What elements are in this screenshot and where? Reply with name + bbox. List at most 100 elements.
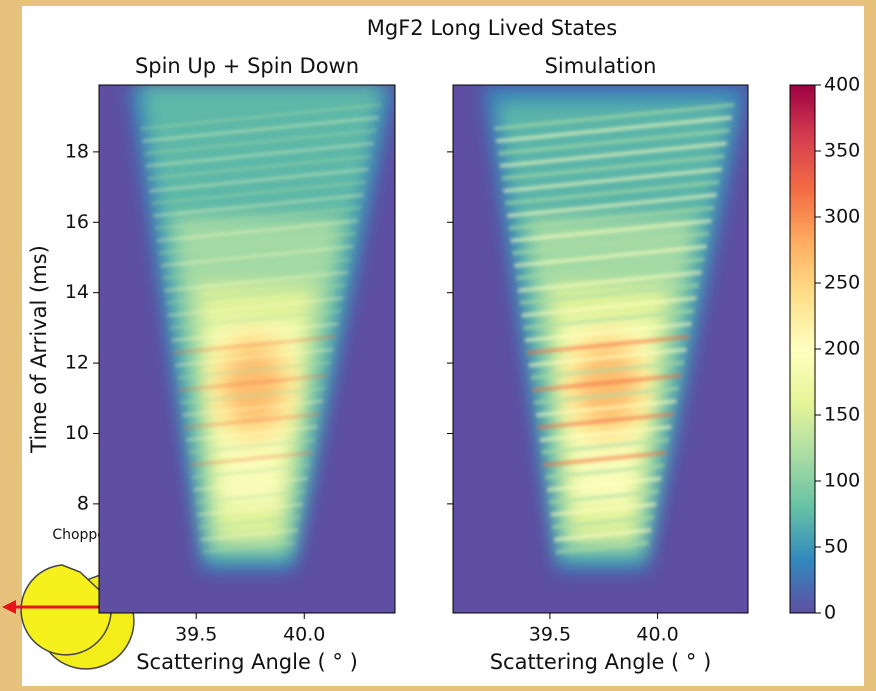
colorbar-tick-label: 300 [824, 206, 860, 228]
heat-stripe [180, 386, 326, 405]
heat-stripe [537, 412, 675, 430]
heat-stripe [184, 412, 321, 430]
plot-frame [98, 84, 396, 614]
heat-stripe [496, 115, 733, 144]
heat-stripe [165, 283, 347, 305]
heat-stripe [530, 360, 685, 380]
heat-stripe [154, 206, 362, 230]
heat-stripe [510, 218, 712, 243]
colorbar-tick-label: 150 [824, 404, 860, 426]
heat-stripe [514, 244, 707, 268]
heat-stripe [517, 270, 702, 293]
heat-stripe [548, 489, 659, 505]
heat-stripe [535, 399, 677, 418]
heat-stripe [523, 308, 695, 330]
heat-stripe [149, 167, 369, 193]
heat-stripe [521, 296, 697, 318]
x-tick-label: 40.0 [283, 624, 325, 646]
heat-stripe [144, 128, 377, 156]
heat-stripe [552, 515, 654, 530]
heat-stripe [173, 335, 336, 355]
heat-stripe [198, 515, 301, 529]
heat-stripe [182, 399, 324, 417]
heat-stripe [532, 373, 682, 393]
heat-stripe [499, 141, 727, 169]
heat-stripe [202, 541, 296, 554]
heat-stripe [554, 528, 652, 542]
heat-stripe [550, 502, 657, 517]
heat-stripe [512, 231, 710, 256]
heat-stripe [193, 476, 309, 492]
heat-stripe [185, 425, 319, 442]
annotation: Chopper [52, 527, 112, 543]
plot-frame [452, 84, 749, 614]
heat-stripe [158, 232, 357, 255]
colorbar-tick-label: 350 [824, 140, 860, 162]
heat-stripe [162, 257, 352, 280]
heat-stripe [174, 348, 334, 367]
heat-stripe [178, 373, 329, 392]
heat-stripe [167, 296, 344, 318]
heat-stripe [519, 283, 700, 306]
heat-stripe [194, 489, 306, 504]
heat-stripe [494, 102, 735, 131]
heatmap-image [99, 85, 395, 613]
heat-stripe [503, 167, 722, 193]
heat-stripe [508, 205, 715, 231]
heat-stripe [525, 321, 692, 343]
heat-stripe [526, 334, 690, 355]
x-tick-label: 40.0 [636, 624, 678, 646]
x-tick-label: 39.5 [529, 624, 571, 646]
panel-title: Simulation [545, 54, 657, 78]
heatmap-image [453, 85, 748, 613]
y-tick-label: 18 [65, 140, 89, 162]
heat-stripe [140, 103, 382, 131]
heat-stripe [497, 128, 730, 156]
y-axis-label: Time of Arrival (ms) [27, 245, 51, 454]
panel-title: Spin Up + Spin Down [135, 54, 359, 78]
heat-stripe [534, 386, 680, 405]
x-tick-label: 39.5 [175, 624, 217, 646]
heat-stripe [501, 154, 725, 181]
colorbar [790, 85, 815, 613]
y-tick-label: 8 [77, 492, 89, 514]
heat-stripe [200, 528, 298, 542]
x-axis-label: Scattering Angle ( ° ) [490, 650, 712, 674]
heat-stripe [546, 476, 662, 492]
heat-stripe [187, 438, 316, 455]
heat-stripe [191, 464, 311, 479]
heat-stripe [506, 192, 717, 218]
figure-title: MgF2 Long Lived States [367, 16, 617, 40]
heat-stripe [145, 141, 374, 168]
colorbar-tick-label: 0 [824, 602, 836, 624]
heat-stripe [176, 360, 331, 380]
y-tick-label: 12 [65, 352, 89, 374]
heat-stripe [539, 424, 672, 443]
heat-stripe [153, 193, 364, 218]
y-tick-label: 14 [65, 281, 89, 303]
heat-stripe [147, 154, 372, 181]
heat-stripe [505, 180, 720, 206]
colorbar-tick-label: 250 [824, 272, 860, 294]
x-axis-label: Scattering Angle ( ° ) [136, 650, 358, 674]
y-tick-label: 16 [65, 211, 89, 233]
heat-stripe [189, 451, 314, 467]
heat-stripe [156, 219, 359, 243]
colorbar-tick-label: 200 [824, 338, 860, 360]
y-tick-label: 10 [65, 422, 89, 444]
colorbar-tick-label: 50 [824, 536, 848, 558]
heat-stripe [528, 347, 687, 368]
heat-stripe [160, 244, 354, 268]
heat-stripe [164, 270, 349, 293]
heat-stripe [151, 180, 367, 205]
heat-stripe [196, 502, 304, 517]
heat-stripe [544, 463, 664, 480]
heat-stripe [515, 257, 705, 281]
heat-stripe [543, 450, 667, 467]
heat-stripe [171, 322, 339, 342]
colorbar-tick-label: 400 [824, 74, 860, 96]
heat-stripe [555, 540, 649, 555]
heat-stripe [169, 309, 341, 330]
